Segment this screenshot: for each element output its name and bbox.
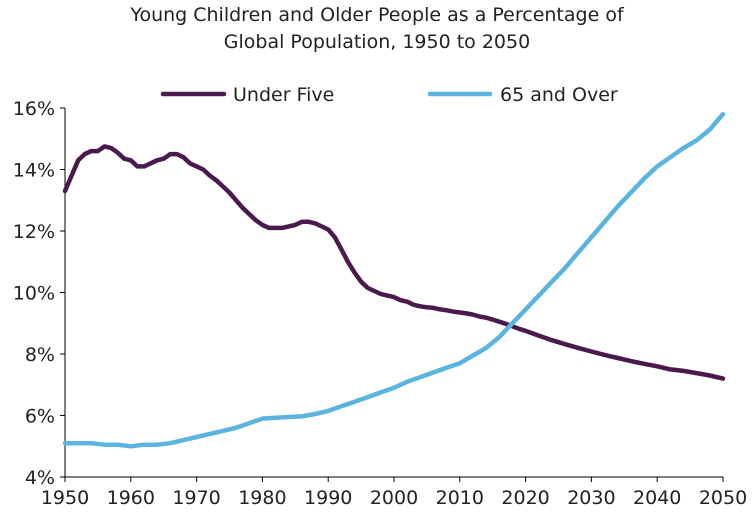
chart-title-line-1: Young Children and Older People as a Per… — [130, 4, 624, 26]
y-tick-label: 12% — [13, 221, 55, 243]
y-tick-label: 16% — [13, 98, 55, 120]
y-tick-label: 10% — [13, 283, 55, 305]
legend-label-1: 65 and Over — [500, 84, 618, 106]
x-tick-label: 1980 — [238, 487, 286, 509]
x-tick-label: 2030 — [567, 487, 615, 509]
x-tick-label: 1990 — [304, 487, 352, 509]
x-tick-label: 1970 — [172, 487, 220, 509]
x-tick-label: 1950 — [41, 487, 89, 509]
chart-title-line-2: Global Population, 1950 to 2050 — [223, 31, 531, 53]
series-line-0 — [62, 144, 726, 381]
x-tick-label: 2020 — [501, 487, 549, 509]
x-tick-label: 1960 — [107, 487, 155, 509]
y-tick-label: 14% — [13, 160, 55, 182]
x-tick-label: 2040 — [633, 487, 681, 509]
series-line-1 — [62, 111, 726, 449]
y-tick-label: 8% — [25, 344, 55, 366]
legend-label-0: Under Five — [233, 84, 334, 106]
x-tick-label: 2010 — [436, 487, 484, 509]
x-tick-label: 2050 — [699, 487, 747, 509]
y-tick-label: 4% — [25, 467, 55, 489]
x-tick-label: 2000 — [370, 487, 418, 509]
y-tick-label: 6% — [25, 406, 55, 428]
